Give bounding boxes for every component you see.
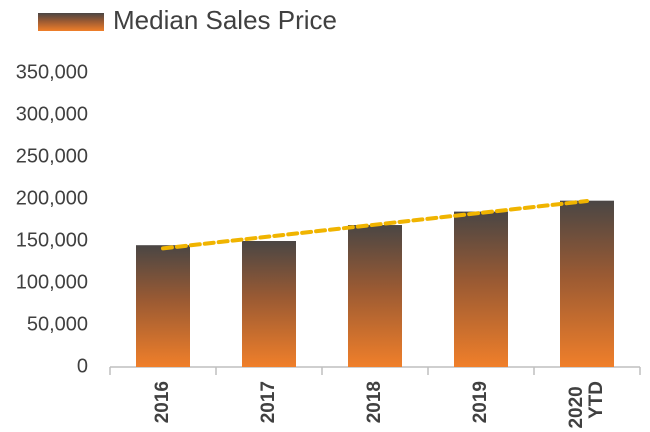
bar xyxy=(348,225,402,367)
x-tick-label: 2017 xyxy=(258,381,279,423)
x-tick-label: 2018 xyxy=(364,381,385,423)
trendline xyxy=(161,199,589,251)
legend-swatch xyxy=(38,13,104,31)
bar xyxy=(560,200,614,367)
bar xyxy=(454,211,508,367)
x-tick-label: 2020 YTD xyxy=(566,381,607,429)
y-tick-label: 250,000 xyxy=(16,145,88,167)
chart-title: Median Sales Price xyxy=(113,5,337,35)
y-tick-label: 0 xyxy=(77,355,88,377)
y-tick-label: 150,000 xyxy=(16,229,88,251)
y-tick-label: 300,000 xyxy=(16,103,88,125)
x-tick-label: 2016 xyxy=(152,381,173,423)
x-tick-label: 2019 xyxy=(470,381,491,423)
bar xyxy=(136,245,190,367)
bar xyxy=(242,241,296,367)
y-tick-label: 350,000 xyxy=(16,61,88,83)
y-tick-label: 100,000 xyxy=(16,271,88,293)
y-tick-label: 50,000 xyxy=(27,313,88,335)
y-tick-label: 200,000 xyxy=(16,187,88,209)
